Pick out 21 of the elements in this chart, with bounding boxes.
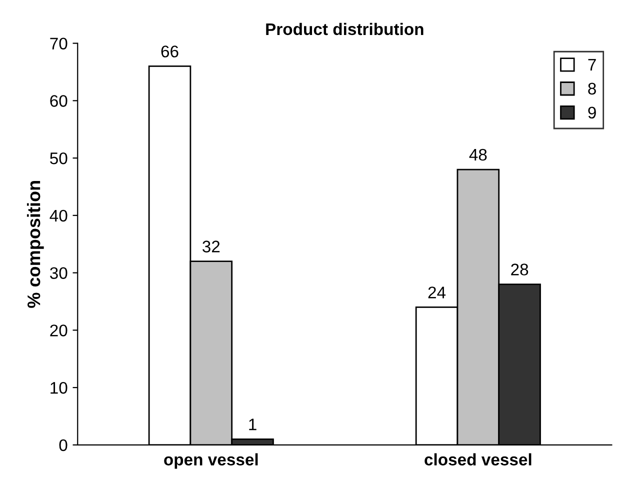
y-tick-label: 10 [50,382,68,394]
y-tick-label: 30 [50,267,68,279]
chart-title: Product distribution [266,22,424,36]
y-tick-label: 60 [50,95,68,107]
legend-label: 7 [588,58,596,70]
data-label: 32 [202,240,220,252]
x-tick-label: closed vessel [424,453,532,466]
legend-label: 9 [588,106,596,119]
data-label: 48 [469,148,487,161]
y-tick-label: 50 [50,152,68,164]
y-tick-label: 70 [50,38,68,50]
x-tick-label: open vessel [164,453,258,469]
data-label: 24 [428,286,446,298]
y-tick-label: 20 [50,324,68,336]
data-label: 66 [161,46,178,58]
y-tick-label: 0 [59,439,68,452]
y-axis-title: % composition [26,181,44,308]
y-tick-label: 40 [50,210,68,222]
data-label: 1 [249,418,256,430]
data-label: 28 [511,264,528,276]
legend-label: 8 [588,82,596,95]
